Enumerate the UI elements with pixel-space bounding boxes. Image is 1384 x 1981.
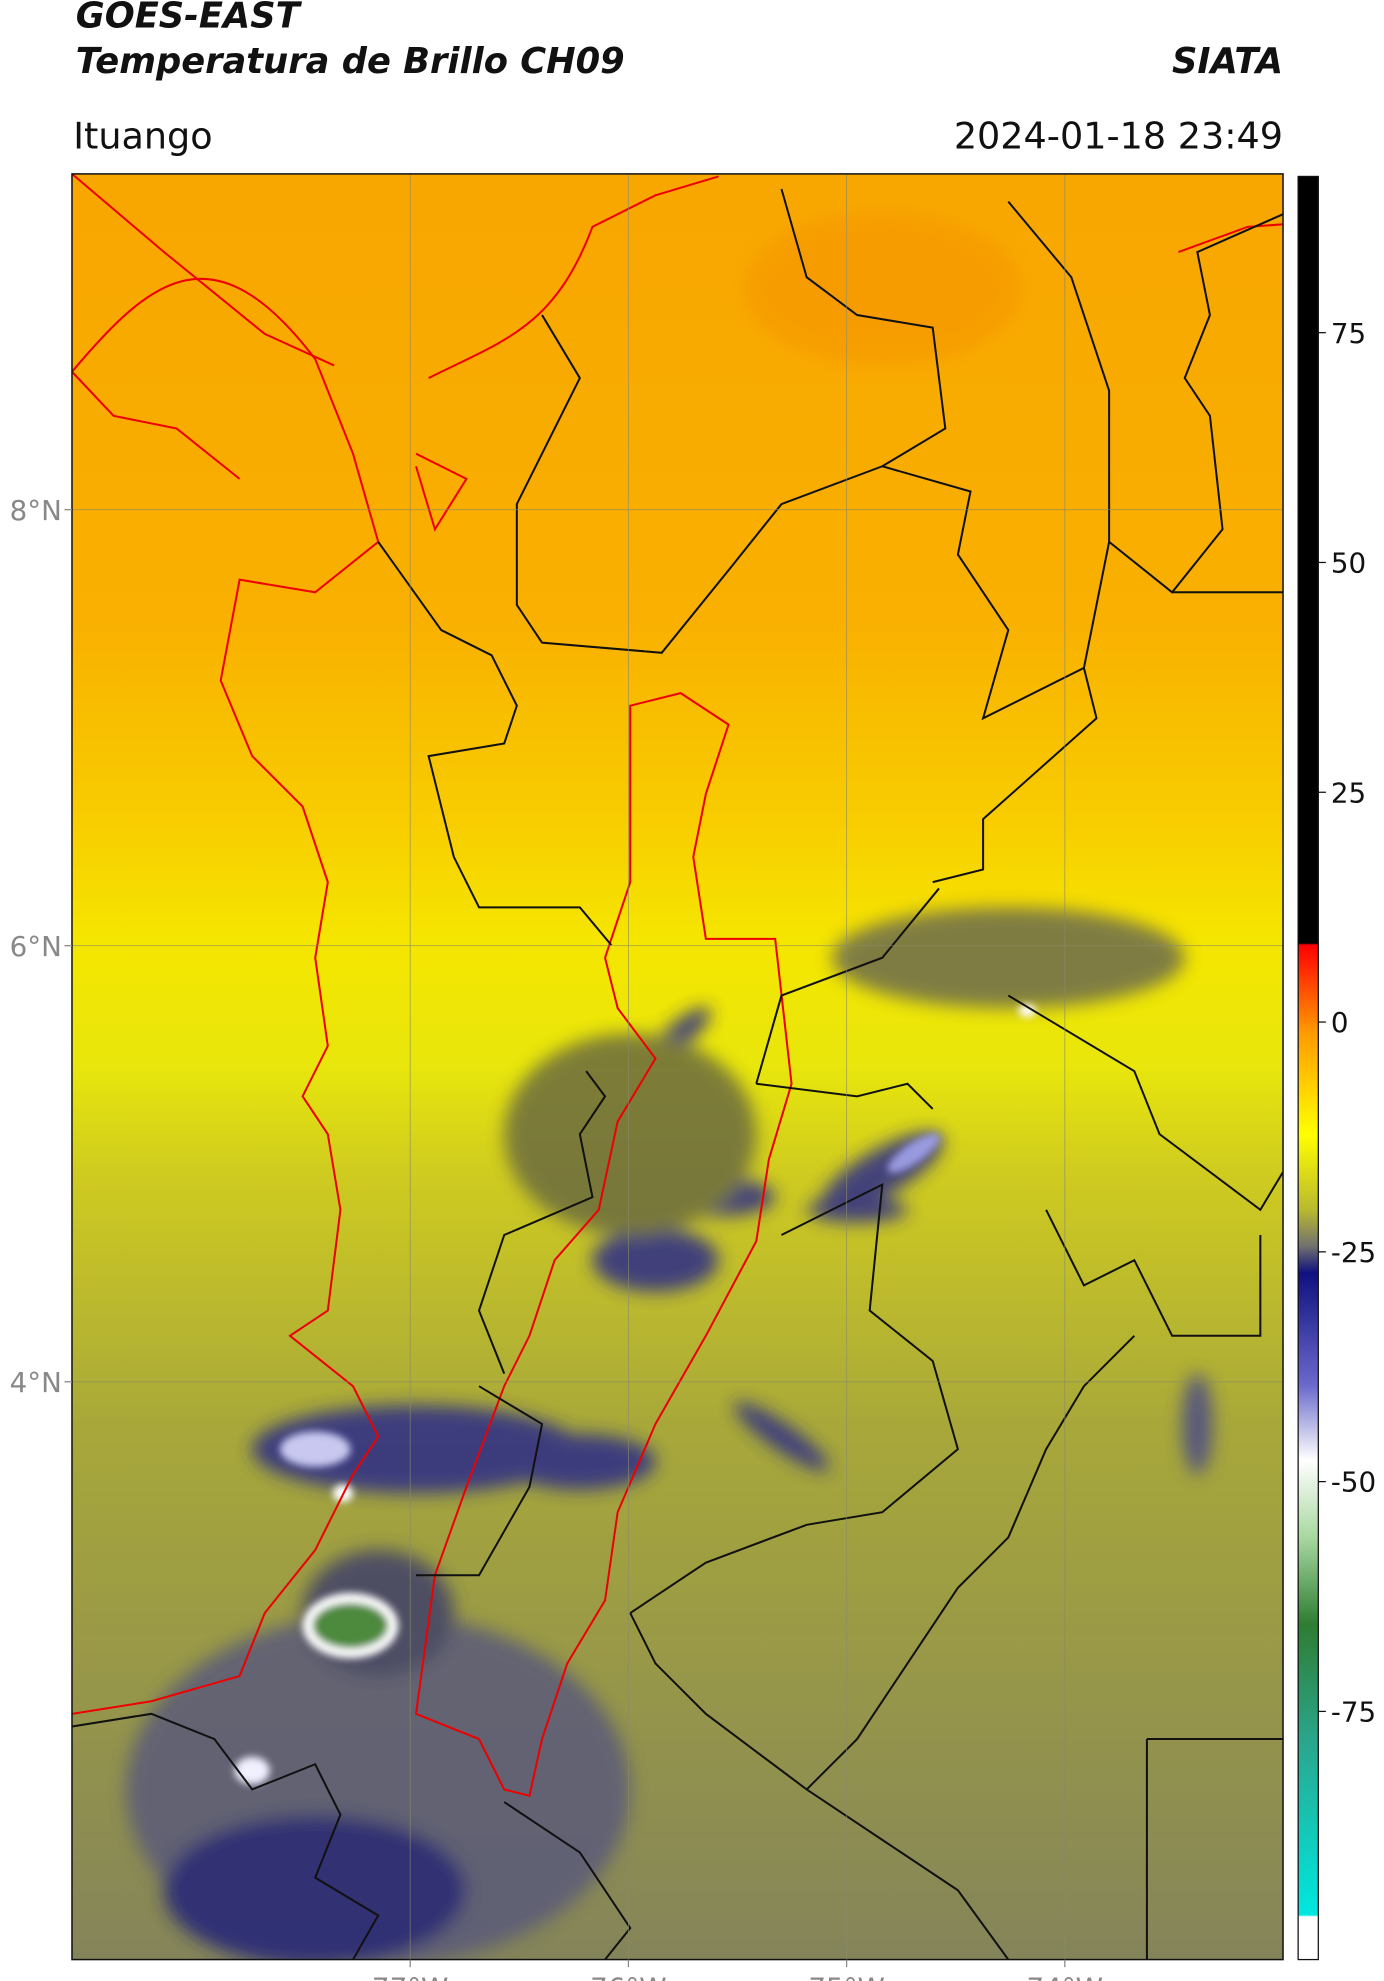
title: Temperatura de Brillo CH09	[76, 41, 625, 82]
admin-borders	[71, 188, 1284, 1960]
colorbar-tick-label: 50	[1331, 547, 1366, 580]
colorbar	[1297, 175, 1319, 1961]
lon-tick-label: 76°W	[590, 1971, 667, 1981]
lon-tick-label: 74°W	[1027, 1971, 1104, 1981]
lat-tick-label: 4°N	[10, 1366, 62, 1399]
axes: 8°N 6°N 4°N 77°W 76°W 75°W 74°W 75 50 25 0 -25 -50 -7…	[10, 317, 1377, 1981]
datetime: 2024-01-18 23:49	[954, 115, 1283, 158]
cloud-field	[126, 907, 1213, 1960]
colorbar-tick-label: 25	[1331, 776, 1366, 809]
title: GOES-EAST	[76, 0, 303, 37]
map	[71, 173, 1284, 1960]
colorbar-tick-label: -25	[1331, 1236, 1376, 1269]
colorbar-tick-label: -75	[1331, 1695, 1376, 1728]
colorbar-tick-label: -50	[1331, 1466, 1376, 1499]
map-frame	[71, 173, 1284, 1961]
colorbar-tick-label: 75	[1331, 317, 1366, 350]
location: Ituango	[73, 115, 212, 158]
warm-area	[743, 214, 1021, 366]
colorbar-tick-label: 0	[1331, 1006, 1349, 1039]
coastline	[71, 173, 1284, 1797]
lat-tick-label: 6°N	[10, 930, 62, 963]
graticule	[71, 173, 1284, 1960]
lon-tick-label: 75°W	[808, 1971, 885, 1981]
lon-tick-label: 77°W	[372, 1971, 449, 1981]
source: SIATA	[1172, 41, 1283, 82]
lat-tick-label: 8°N	[10, 494, 62, 527]
